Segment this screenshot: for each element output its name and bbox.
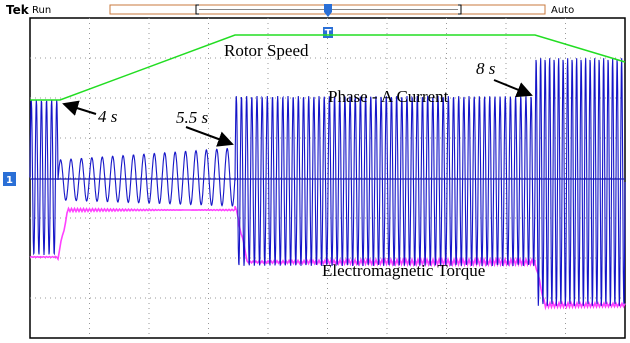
trigger-mode: Auto bbox=[551, 5, 574, 16]
run-state: Run bbox=[32, 5, 51, 16]
oscilloscope-screen: Tek Run Auto T 1 Rotor Speed Phase - A C… bbox=[0, 0, 630, 343]
channel-label: 1 bbox=[6, 175, 13, 186]
brand: Tek bbox=[6, 3, 30, 17]
time-label: 4 s bbox=[98, 107, 118, 126]
speed-label: Rotor Speed bbox=[224, 41, 309, 60]
torque-label: Electromagnetic Torque bbox=[322, 261, 485, 280]
time-label: 5.5 s bbox=[176, 108, 209, 127]
time-label: 8 s bbox=[476, 59, 496, 78]
current-label: Phase - A Current bbox=[328, 87, 449, 106]
trigger-label: T bbox=[325, 28, 332, 39]
